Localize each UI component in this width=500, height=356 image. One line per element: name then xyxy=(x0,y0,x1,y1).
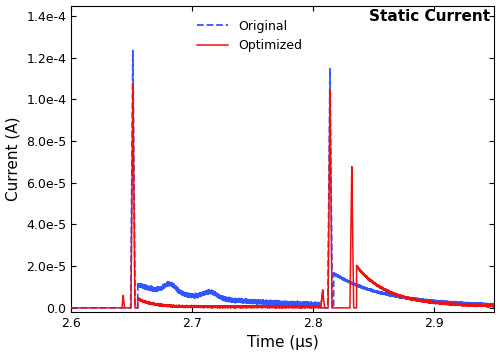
Optimized xyxy=(130,82,136,86)
Original xyxy=(486,303,492,307)
Original xyxy=(68,306,74,310)
Original xyxy=(492,306,498,310)
Optimized xyxy=(490,304,496,308)
Text: Static Current: Static Current xyxy=(369,9,490,23)
Optimized xyxy=(68,306,74,310)
Original xyxy=(338,276,344,281)
Optimized xyxy=(338,306,344,310)
Y-axis label: Current (A): Current (A) xyxy=(6,116,20,201)
Legend: Original, Optimized: Original, Optimized xyxy=(192,15,307,57)
Original xyxy=(448,300,454,305)
Optimized xyxy=(258,305,264,309)
Original xyxy=(436,299,442,304)
Line: Optimized: Optimized xyxy=(71,84,494,308)
Original xyxy=(258,300,264,304)
Optimized xyxy=(486,303,492,308)
Original xyxy=(130,49,136,53)
Optimized xyxy=(492,306,498,310)
Original xyxy=(490,302,496,307)
X-axis label: Time (μs): Time (μs) xyxy=(247,335,318,350)
Optimized xyxy=(448,302,454,307)
Optimized xyxy=(436,301,442,305)
Line: Original: Original xyxy=(71,51,494,308)
